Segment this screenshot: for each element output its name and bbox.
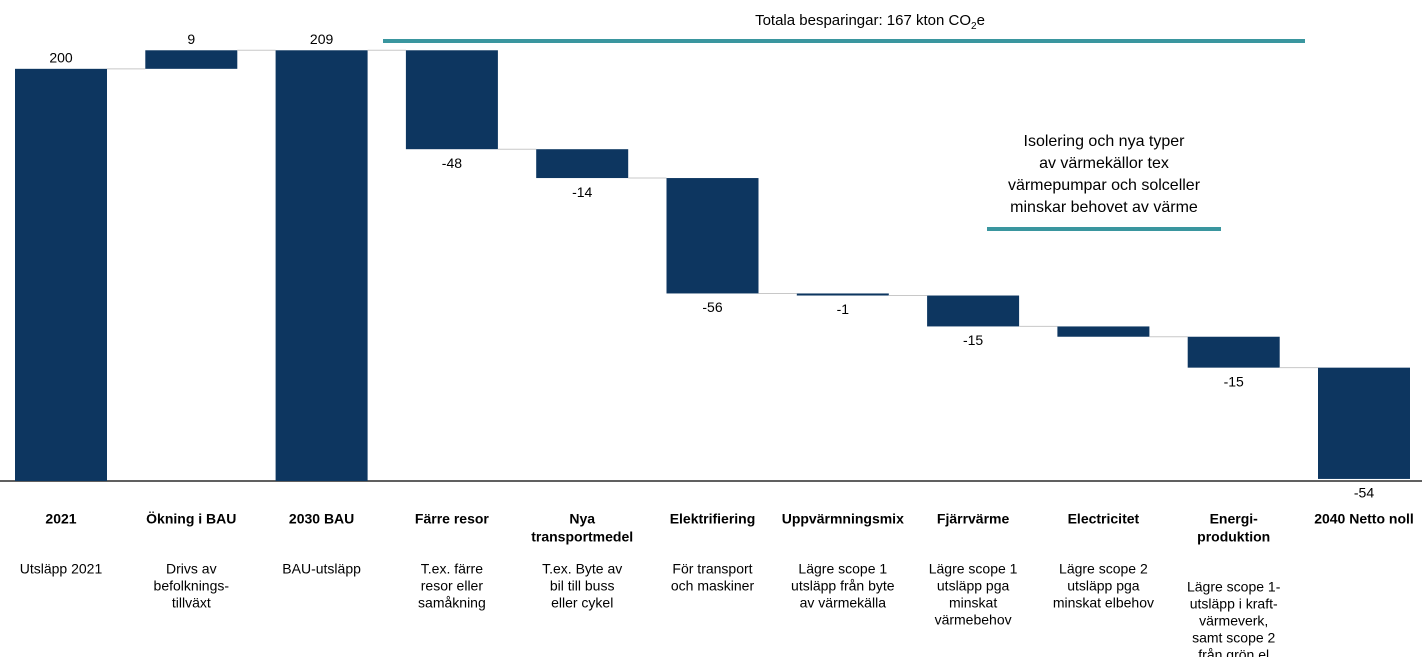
annotation-text: Totala besparingar: 167 kton CO bbox=[755, 12, 971, 29]
description: samåkning bbox=[418, 595, 486, 611]
value-label: -1 bbox=[837, 301, 850, 317]
bar bbox=[1057, 326, 1150, 337]
x-tick-label: Ökning i BAU bbox=[146, 511, 236, 527]
value-label: 209 bbox=[310, 31, 334, 47]
bar bbox=[796, 293, 889, 296]
annotation-text: Isolering och nya typer bbox=[1024, 133, 1186, 150]
x-tick-label: 2040 Netto noll bbox=[1314, 511, 1414, 527]
bar bbox=[1187, 336, 1280, 368]
description: värmeverk, bbox=[1199, 613, 1268, 629]
description: Drivs av bbox=[166, 561, 217, 577]
bar bbox=[405, 50, 498, 150]
description: och maskiner bbox=[671, 578, 755, 594]
description: T.ex. Byte av bbox=[542, 561, 622, 577]
annotation-subscript: 2 bbox=[971, 21, 977, 32]
x-tick-label: Electricitet bbox=[1068, 511, 1140, 527]
description: För transport bbox=[672, 561, 752, 577]
description: minskat elbehov bbox=[1053, 595, 1154, 611]
description: resor eller bbox=[421, 578, 484, 594]
bar bbox=[1318, 367, 1410, 479]
description: minskat bbox=[949, 595, 997, 611]
description: Lägre scope 2 bbox=[1059, 561, 1148, 577]
bar bbox=[145, 50, 238, 69]
description: utsläpp pga bbox=[1067, 578, 1140, 594]
value-label: 9 bbox=[187, 31, 195, 47]
annotation: Totala besparingar: 167 kton CO2e bbox=[755, 12, 985, 32]
description: Lägre scope 1 bbox=[929, 561, 1018, 577]
description: från grön el bbox=[1198, 647, 1269, 657]
description: samt scope 2 bbox=[1192, 630, 1275, 646]
annotation-text: värmepumpar och solceller bbox=[1008, 177, 1201, 194]
value-label: -56 bbox=[702, 299, 722, 315]
description: tillväxt bbox=[172, 595, 211, 611]
value-label: -15 bbox=[963, 332, 983, 348]
description: utsläpp från byte bbox=[791, 578, 895, 594]
bar bbox=[536, 149, 629, 179]
description: utsläpp i kraft- bbox=[1190, 596, 1278, 612]
x-tick-label: Energi- bbox=[1210, 511, 1259, 527]
x-tick-label: 2030 BAU bbox=[289, 511, 354, 527]
annotation-text: av värmekällor tex bbox=[1039, 155, 1169, 172]
description: värmebehov bbox=[935, 612, 1012, 628]
bar bbox=[666, 178, 759, 294]
x-tick-label: Fjärrvärme bbox=[937, 511, 1010, 527]
bar bbox=[927, 295, 1020, 327]
description: Lägre scope 1 bbox=[798, 561, 887, 577]
x-tick-label: produktion bbox=[1197, 529, 1270, 545]
value-label: -54 bbox=[1354, 485, 1374, 501]
description: BAU-utsläpp bbox=[282, 561, 361, 577]
x-tick-label: Uppvärmningsmix bbox=[782, 511, 904, 527]
bar bbox=[15, 68, 107, 482]
description: Utsläpp 2021 bbox=[20, 561, 103, 577]
x-tick-label: Färre resor bbox=[415, 511, 489, 527]
description: Lägre scope 1- bbox=[1187, 579, 1281, 595]
bar bbox=[275, 50, 368, 481]
x-tick-label: transportmedel bbox=[531, 529, 633, 545]
description: bil till buss bbox=[550, 578, 615, 594]
annotation-text: e bbox=[977, 12, 985, 29]
description: utsläpp pga bbox=[937, 578, 1010, 594]
description: av värmekälla bbox=[800, 595, 887, 611]
annotation-text: minskar behovet av värme bbox=[1010, 199, 1198, 216]
description: eller cykel bbox=[551, 595, 613, 611]
description: T.ex. färre bbox=[421, 561, 483, 577]
value-label: -48 bbox=[442, 155, 462, 171]
value-label: 200 bbox=[49, 50, 73, 66]
x-tick-label: Nya bbox=[569, 511, 595, 527]
x-tick-label: Elektrifiering bbox=[670, 511, 756, 527]
value-label: -14 bbox=[572, 184, 592, 200]
x-tick-label: 2021 bbox=[45, 511, 76, 527]
value-label: -15 bbox=[1224, 373, 1244, 389]
description: befolknings- bbox=[154, 578, 230, 594]
